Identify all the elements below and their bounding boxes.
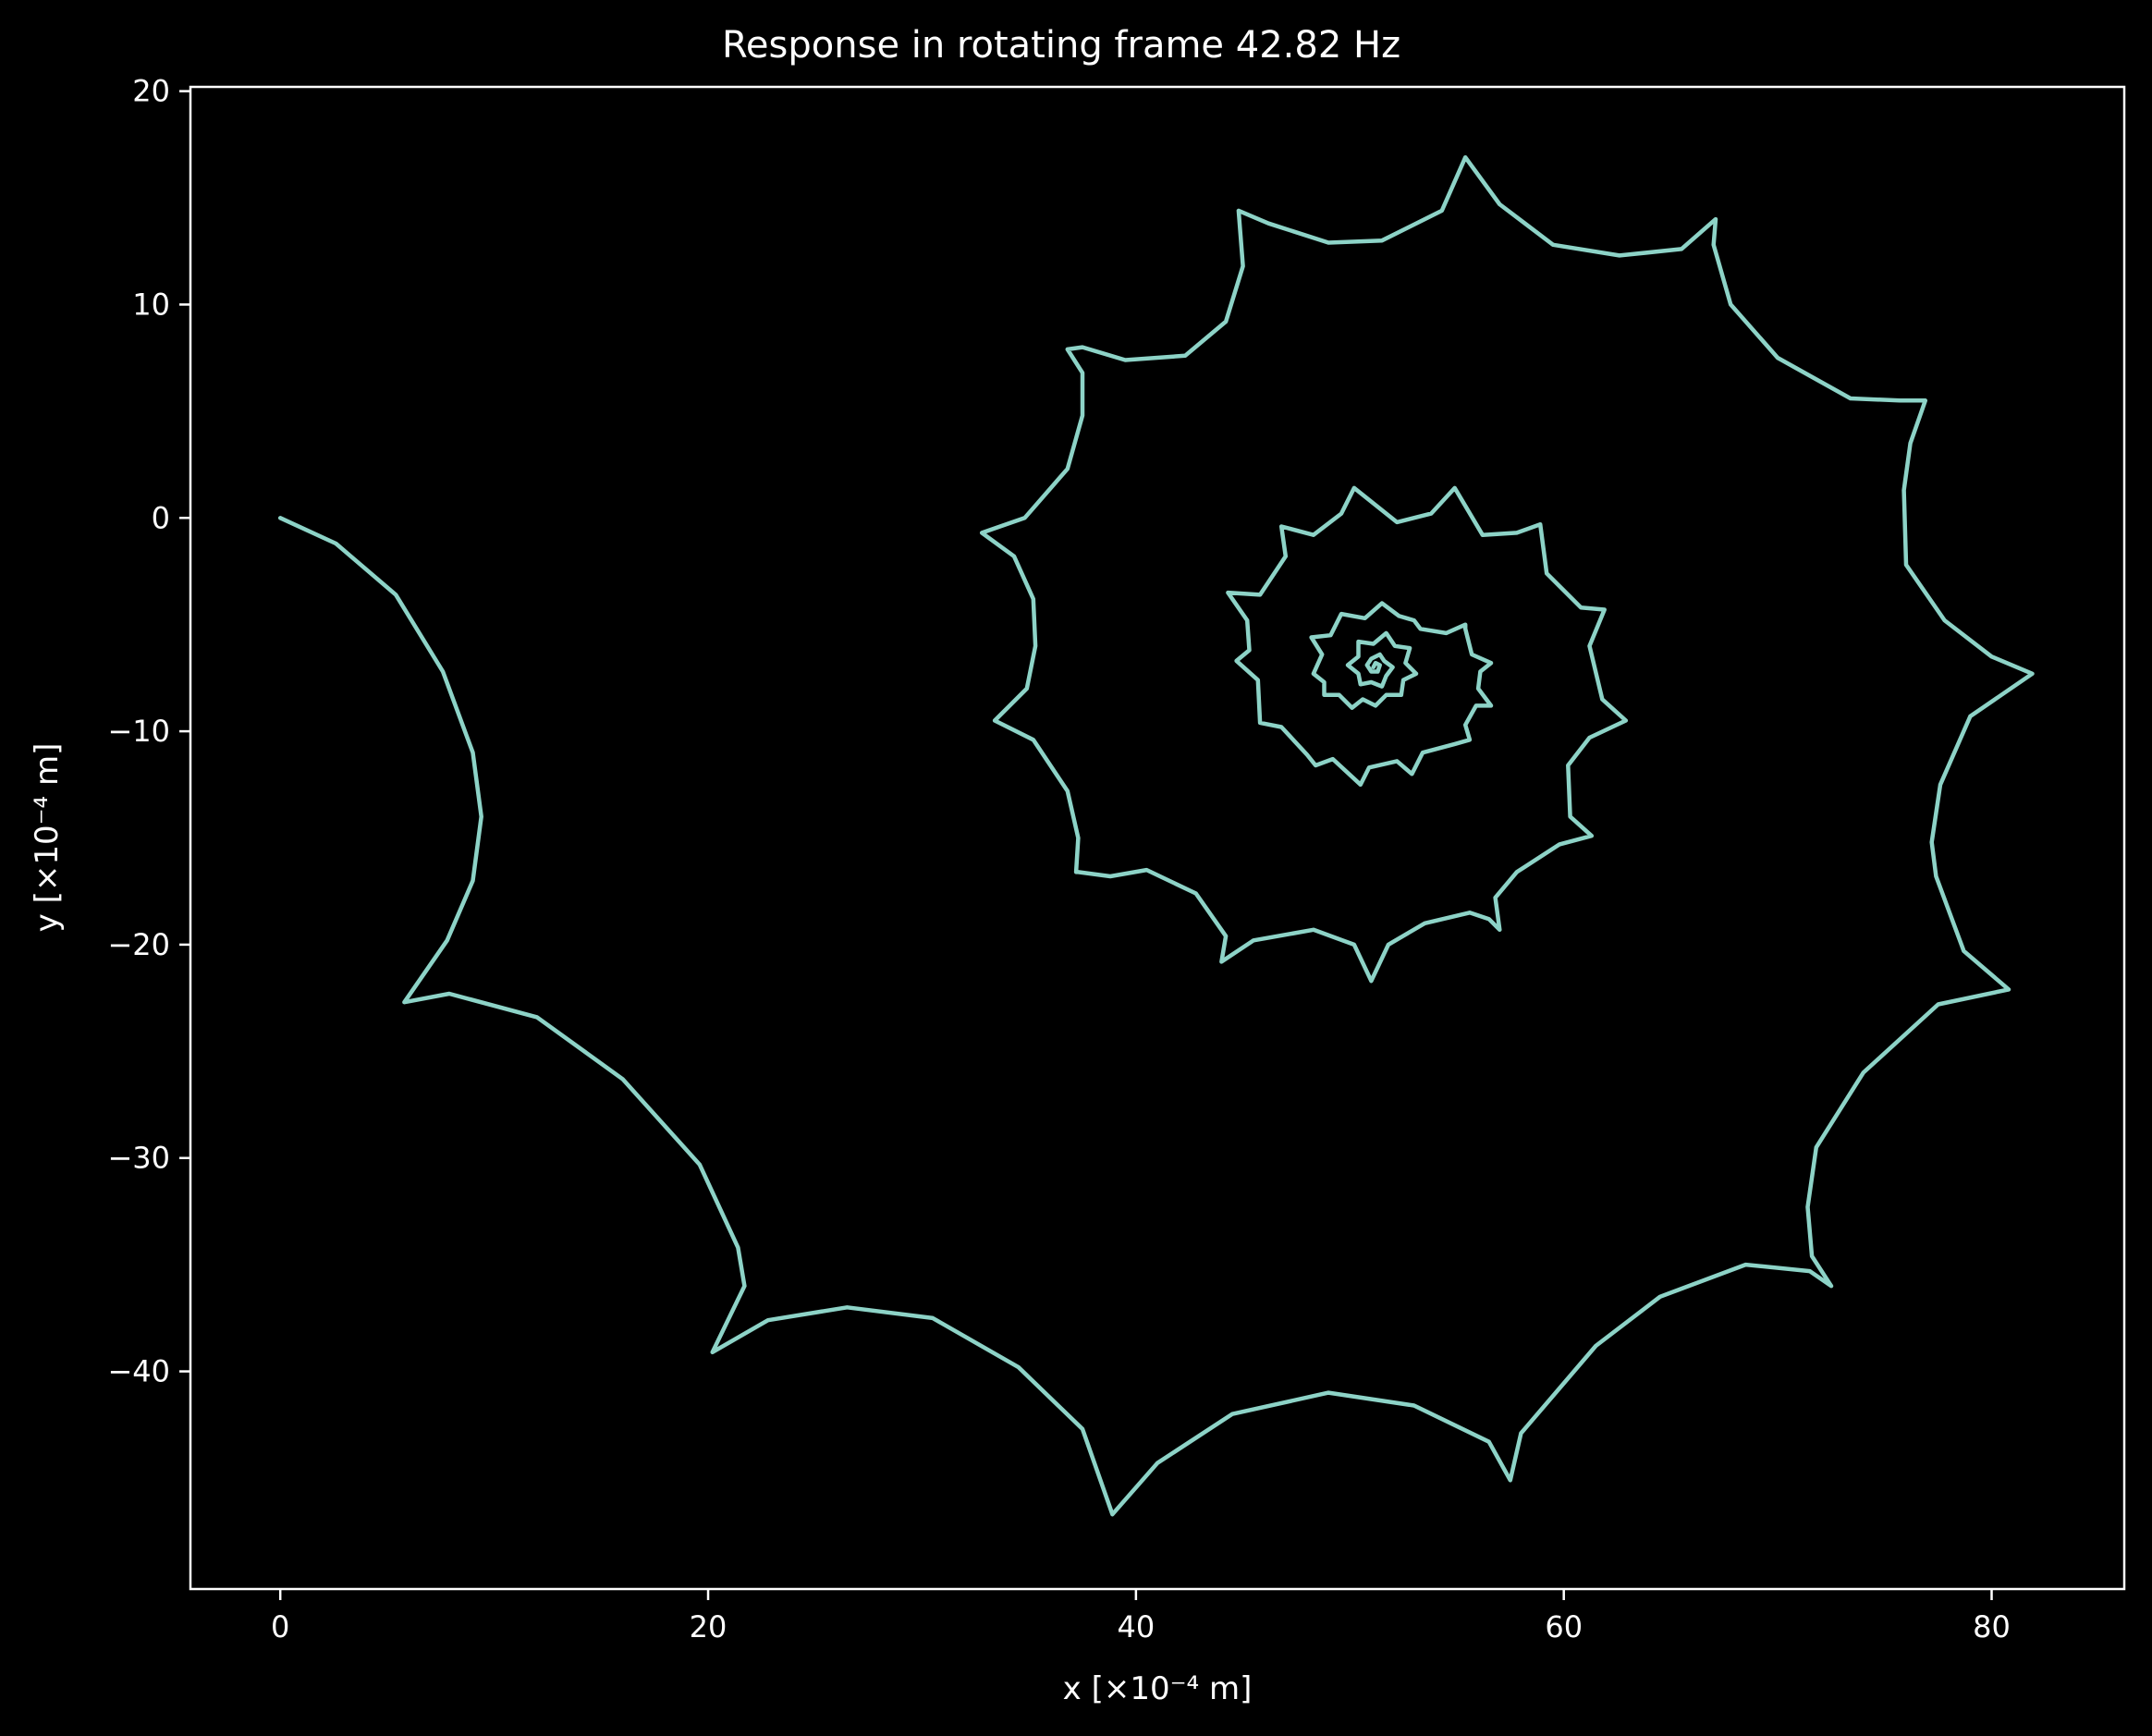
- plot-area: [277, 154, 2035, 1517]
- y-tick-label: −40: [107, 1354, 170, 1389]
- chart-title: Response in rotating frame 42.82 Hz: [722, 24, 1400, 67]
- x-tick-label: 0: [271, 1609, 289, 1644]
- x-tick-label: 20: [690, 1609, 728, 1644]
- y-tick-label: −20: [107, 927, 170, 962]
- y-tick-label: 10: [132, 287, 170, 322]
- y-tick-label: −30: [107, 1141, 170, 1176]
- x-tick-label: 40: [1117, 1609, 1155, 1644]
- y-axis-label: y [×10⁻⁴ m]: [29, 743, 66, 933]
- x-tick-label: 60: [1545, 1609, 1583, 1644]
- y-tick-label: −10: [107, 714, 170, 749]
- x-axis-label: x [×10⁻⁴ m]: [1063, 1670, 1253, 1707]
- y-tick-label: 0: [152, 500, 170, 535]
- x-axis: 0 20 40 60 80: [271, 1589, 2011, 1644]
- series-line-1: [277, 154, 2035, 1517]
- x-tick-label: 80: [1973, 1609, 2011, 1644]
- y-axis: 20 10 0 −10 −20 −30 −40: [107, 74, 190, 1389]
- y-tick-label: 20: [132, 74, 170, 109]
- axes-frame: [189, 85, 2126, 1591]
